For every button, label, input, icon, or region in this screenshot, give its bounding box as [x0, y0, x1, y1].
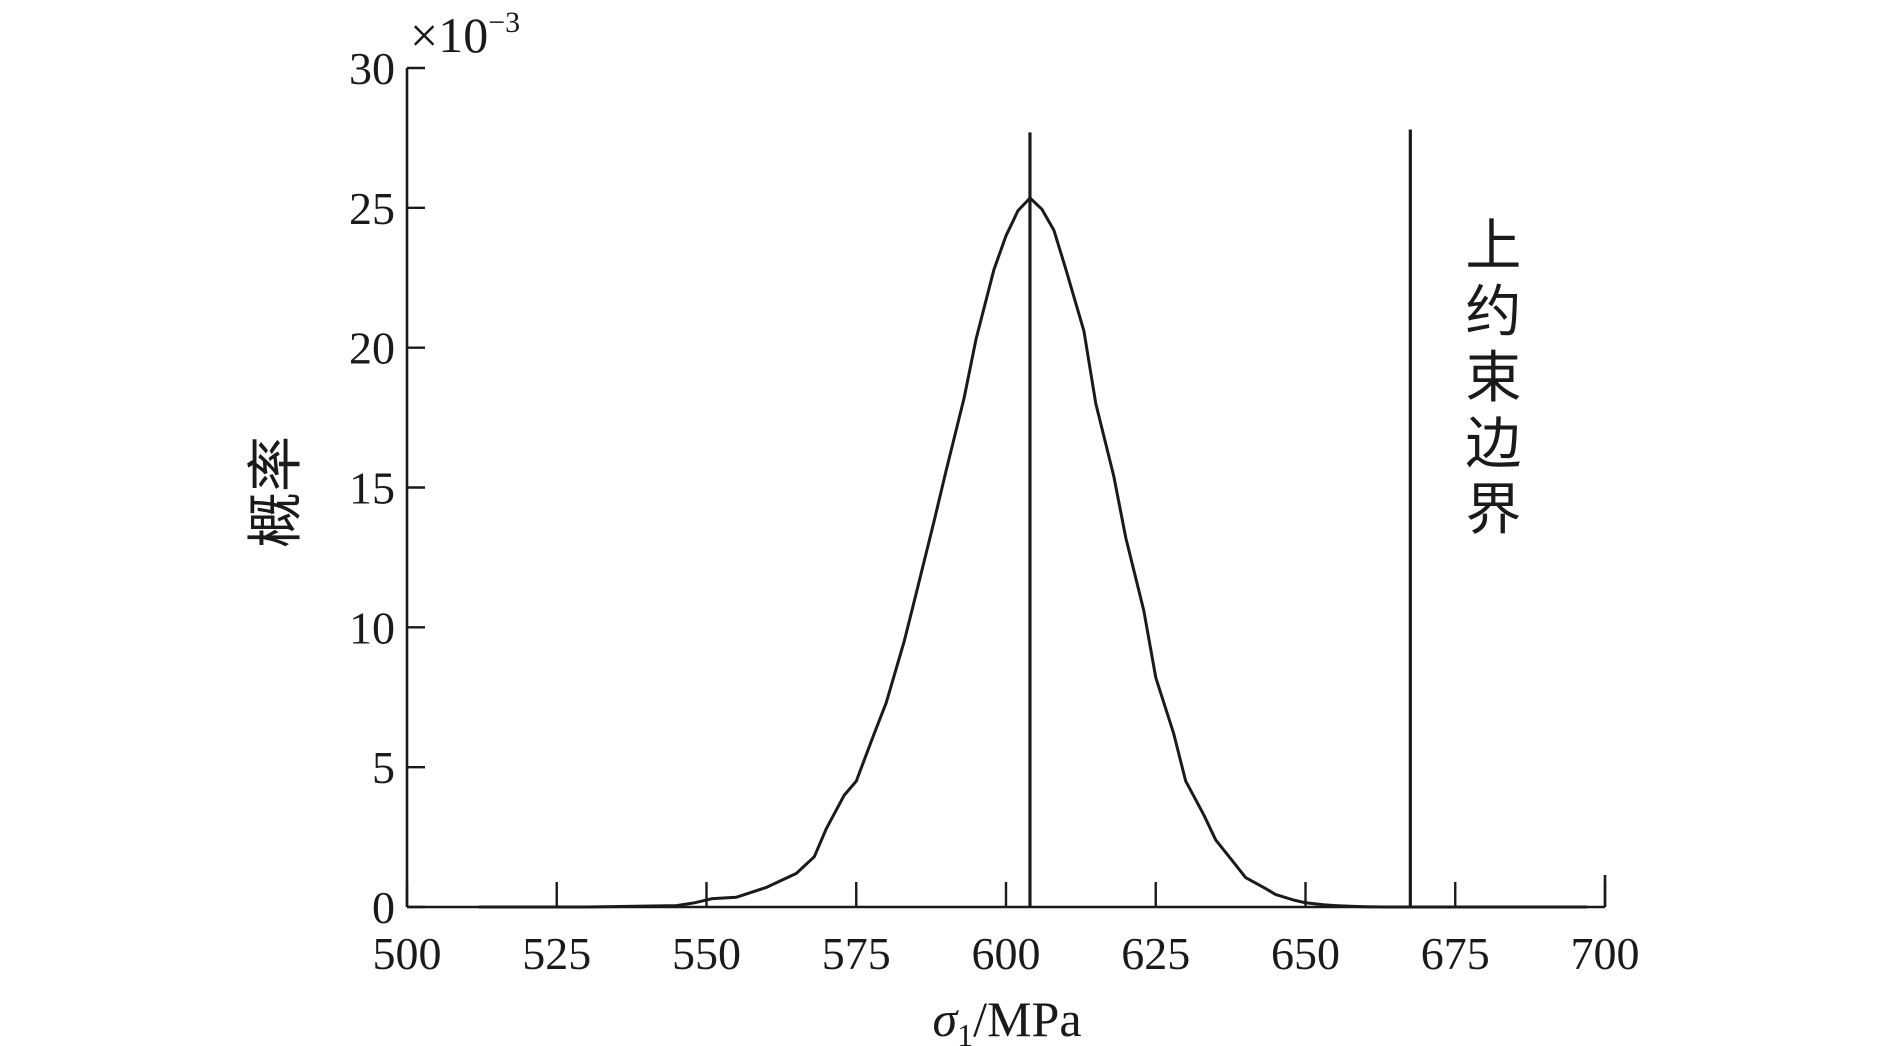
- x-tick-label: 700: [1571, 928, 1640, 979]
- x-axis-label-subscript: 1: [957, 1017, 973, 1046]
- x-axis-label-symbol: σ: [932, 991, 959, 1046]
- probability-curve: [478, 196, 1587, 909]
- x-tick-label: 550: [672, 928, 741, 979]
- y-multiplier-exponent: −3: [488, 6, 520, 39]
- y-ticks: 0 5 10 15 20 25 30: [349, 43, 425, 933]
- upper-constraint-label-char: 界: [1465, 478, 1521, 543]
- x-ticks: 500 525 550 575 600 625 650 675 700: [373, 882, 1640, 979]
- y-tick-label: 15: [349, 463, 395, 514]
- x-tick-label: 575: [822, 928, 891, 979]
- x-tick-label: 625: [1121, 928, 1190, 979]
- y-tick-label: 25: [349, 183, 395, 234]
- x-tick-label: 675: [1421, 928, 1490, 979]
- y-tick-label: 0: [372, 882, 395, 933]
- x-tick-label: 650: [1271, 928, 1340, 979]
- x-tick-label: 525: [522, 928, 591, 979]
- y-axis: 0 5 10 15 20 25 30: [349, 43, 425, 933]
- y-multiplier: ×10−3: [410, 6, 520, 63]
- x-tick-label: 500: [373, 928, 442, 979]
- y-multiplier-base: ×10: [410, 7, 488, 63]
- vertical-lines: [1028, 129, 1412, 907]
- y-tick-label: 30: [349, 43, 395, 94]
- y-axis-label: 概率: [244, 436, 309, 548]
- upper-constraint-label-char: 束: [1465, 346, 1521, 411]
- y-tick-label: 20: [349, 323, 395, 374]
- x-tick-label: 600: [972, 928, 1041, 979]
- upper-constraint-label-char: 约: [1465, 280, 1521, 345]
- x-axis-label: σ1/MPa: [932, 991, 1081, 1046]
- x-axis-label-unit: /MPa: [973, 991, 1081, 1046]
- upper-constraint-label-char: 边: [1465, 412, 1521, 477]
- upper-constraint-label-char: 上: [1465, 214, 1521, 279]
- y-tick-label: 10: [349, 602, 395, 653]
- x-axis: 500 525 550 575 600 625 650 675 700: [373, 882, 1640, 979]
- y-tick-label: 5: [372, 742, 395, 793]
